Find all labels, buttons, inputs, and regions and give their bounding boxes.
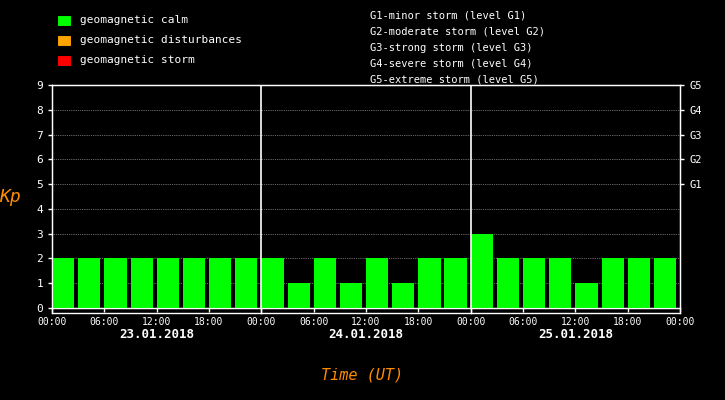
Bar bbox=[602, 258, 624, 308]
Bar bbox=[418, 258, 441, 308]
Bar bbox=[523, 258, 545, 308]
Text: geomagnetic storm: geomagnetic storm bbox=[80, 55, 195, 65]
Bar bbox=[209, 258, 231, 308]
Bar bbox=[497, 258, 519, 308]
Bar bbox=[235, 258, 257, 308]
Text: G3-strong storm (level G3): G3-strong storm (level G3) bbox=[370, 43, 532, 53]
Bar bbox=[130, 258, 153, 308]
Bar bbox=[261, 258, 283, 308]
Bar bbox=[340, 283, 362, 308]
Text: G1-minor storm (level G1): G1-minor storm (level G1) bbox=[370, 11, 526, 21]
Bar bbox=[654, 258, 676, 308]
Bar bbox=[628, 258, 650, 308]
Bar bbox=[471, 234, 493, 308]
Bar bbox=[549, 258, 571, 308]
Bar bbox=[78, 258, 100, 308]
Bar bbox=[366, 258, 389, 308]
Text: 23.01.2018: 23.01.2018 bbox=[119, 328, 194, 341]
Bar bbox=[444, 258, 467, 308]
Bar bbox=[157, 258, 179, 308]
Text: G2-moderate storm (level G2): G2-moderate storm (level G2) bbox=[370, 27, 545, 37]
Text: geomagnetic calm: geomagnetic calm bbox=[80, 15, 188, 25]
Text: G5-extreme storm (level G5): G5-extreme storm (level G5) bbox=[370, 75, 539, 85]
Bar bbox=[288, 283, 310, 308]
Bar bbox=[52, 258, 74, 308]
Bar bbox=[314, 258, 336, 308]
Text: 24.01.2018: 24.01.2018 bbox=[328, 328, 404, 341]
Bar bbox=[183, 258, 205, 308]
Text: geomagnetic disturbances: geomagnetic disturbances bbox=[80, 35, 242, 45]
Text: Time (UT): Time (UT) bbox=[321, 367, 404, 382]
Text: 25.01.2018: 25.01.2018 bbox=[538, 328, 613, 341]
Text: Kp: Kp bbox=[0, 188, 21, 206]
Bar bbox=[104, 258, 127, 308]
Text: G4-severe storm (level G4): G4-severe storm (level G4) bbox=[370, 59, 532, 69]
Bar bbox=[392, 283, 415, 308]
Bar bbox=[576, 283, 597, 308]
